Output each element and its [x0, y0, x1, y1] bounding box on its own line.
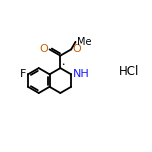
- Text: •: •: [61, 62, 64, 67]
- Text: Me: Me: [77, 37, 91, 47]
- Text: O: O: [72, 44, 81, 54]
- Text: F: F: [20, 69, 26, 79]
- Text: O: O: [39, 44, 48, 54]
- Text: HCl: HCl: [119, 65, 139, 78]
- Text: NH: NH: [73, 69, 89, 79]
